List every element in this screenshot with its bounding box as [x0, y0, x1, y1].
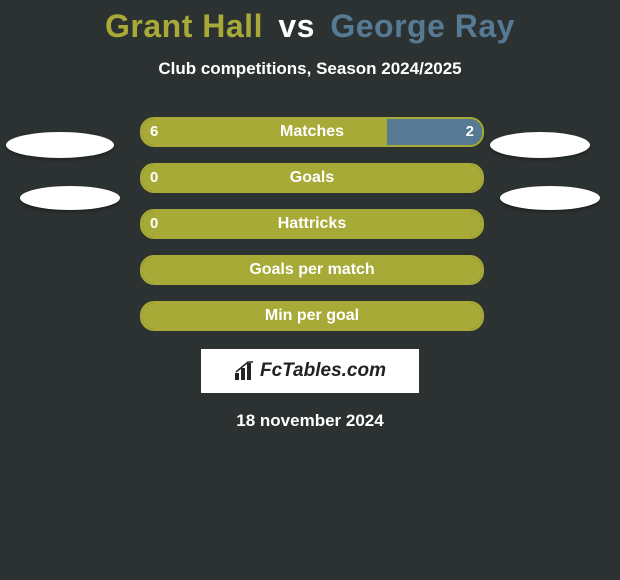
- stat-value-player1: 0: [150, 165, 158, 191]
- stat-label: Min per goal: [142, 303, 482, 329]
- stat-label: Goals per match: [142, 257, 482, 283]
- bar-track: Min per goal: [140, 301, 484, 331]
- bar-track: Goals per match: [140, 255, 484, 285]
- stat-row: Hattricks0: [0, 209, 620, 237]
- stat-label: Goals: [142, 165, 482, 191]
- bar-track: Hattricks0: [140, 209, 484, 239]
- logo-box: FcTables.com: [201, 349, 419, 393]
- avatar-ellipse: [20, 186, 120, 210]
- logo-text: FcTables.com: [260, 360, 386, 382]
- bar-track: Goals0: [140, 163, 484, 193]
- stat-label: Matches: [142, 119, 482, 145]
- stat-value-player1: 6: [150, 119, 158, 145]
- bars-icon: [234, 361, 256, 381]
- player2-name: George Ray: [330, 8, 515, 44]
- player1-name: Grant Hall: [105, 8, 263, 44]
- bar-track: Matches6 2: [140, 117, 484, 147]
- avatar-ellipse: [6, 132, 114, 158]
- fctables-logo: FcTables.com: [234, 360, 386, 382]
- avatar-ellipse: [490, 132, 590, 158]
- vs-text: vs: [278, 8, 315, 44]
- date-text: 18 november 2024: [0, 411, 620, 431]
- stat-row: Min per goal: [0, 301, 620, 329]
- subtitle: Club competitions, Season 2024/2025: [0, 59, 620, 79]
- stat-value-player1: 0: [150, 211, 158, 237]
- stat-row: Goals per match: [0, 255, 620, 283]
- avatar-ellipse: [500, 186, 600, 210]
- stat-label: Hattricks: [142, 211, 482, 237]
- main-title: Grant Hall vs George Ray: [0, 8, 620, 45]
- stat-value-player2: 2: [466, 119, 474, 145]
- comparison-infographic: Grant Hall vs George Ray Club competitio…: [0, 8, 620, 580]
